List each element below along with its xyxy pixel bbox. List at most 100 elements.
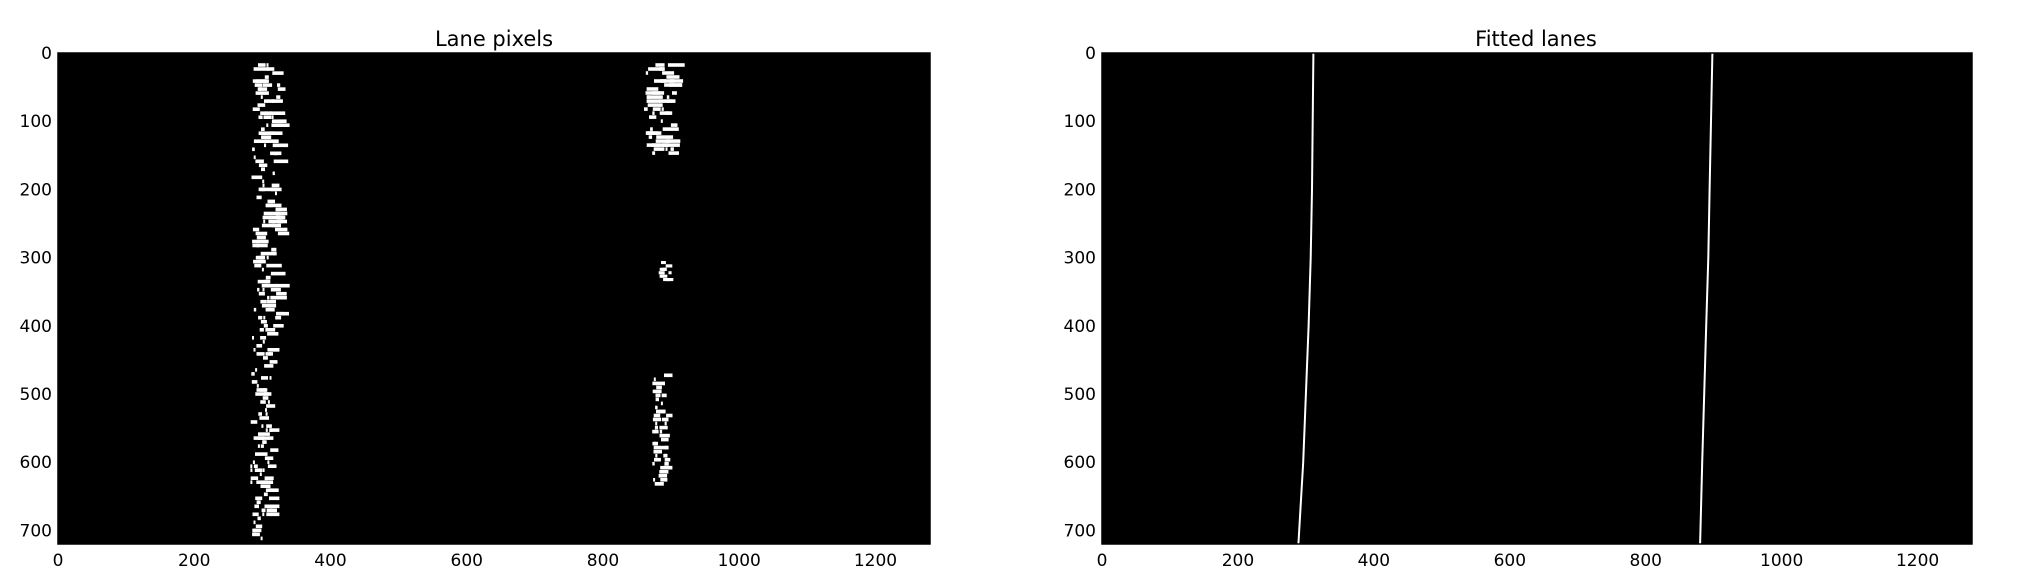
lane-pixel xyxy=(665,139,681,143)
lane-pixel xyxy=(668,271,672,275)
lane-pixel xyxy=(265,408,267,412)
lane-pixel xyxy=(262,83,273,87)
lane-pixel-blob-right-lane-upper xyxy=(644,63,685,155)
x-tick-label: 600 xyxy=(1494,551,1526,571)
lane-pixels-ticks: 0 200 400 600 800 1000 1200 0 100 200 300 400 500 600… xyxy=(20,44,898,571)
x-tick-label: 0 xyxy=(1097,551,1108,571)
lane-pixel xyxy=(261,424,264,428)
lane-pixel xyxy=(270,504,280,509)
lane-pixel xyxy=(666,95,670,99)
lane-pixel xyxy=(654,457,661,462)
lane-pixel xyxy=(262,396,269,400)
lane-pixel xyxy=(260,251,268,256)
lane-pixel xyxy=(669,79,684,83)
lane-pixel xyxy=(255,524,263,529)
lane-pixel xyxy=(253,139,271,143)
lane-pixel xyxy=(652,389,660,394)
lane-pixel xyxy=(659,274,664,278)
lane-pixel xyxy=(265,203,282,208)
lane-pixel xyxy=(264,279,269,284)
lane-pixel xyxy=(262,183,265,188)
lane-pixel xyxy=(264,111,273,115)
lane-pixel xyxy=(252,147,255,152)
lane-pixel xyxy=(262,468,265,472)
lane-pixel xyxy=(655,139,671,143)
lane-pixel xyxy=(656,135,674,139)
lane-pixel xyxy=(650,127,653,131)
lane-pixel xyxy=(252,532,260,537)
y-tick-label: 100 xyxy=(1064,112,1096,132)
lane-pixel xyxy=(271,115,274,119)
lane-pixel xyxy=(250,476,259,480)
lane-pixel xyxy=(270,295,287,300)
lane-pixel xyxy=(255,452,268,456)
x-tick-label: 600 xyxy=(451,551,483,571)
lane-pixels-marks xyxy=(250,63,685,541)
y-tick-label: 500 xyxy=(1064,385,1096,405)
lane-pixel xyxy=(646,87,659,91)
lane-pixel xyxy=(265,324,268,328)
lane-pixel xyxy=(275,215,286,220)
lane-pixel xyxy=(267,464,277,468)
lane-pixel xyxy=(260,444,264,448)
lane-pixel xyxy=(257,279,271,284)
lane-pixel xyxy=(263,211,281,216)
lane-pixel xyxy=(252,512,259,517)
lane-pixel xyxy=(253,155,256,160)
lane-pixel xyxy=(275,315,282,320)
y-tick-label: 200 xyxy=(1064,180,1096,200)
lane-pixel xyxy=(260,320,267,324)
lane-pixel xyxy=(653,478,656,482)
lane-pixel xyxy=(269,496,280,501)
y-tick-label: 200 xyxy=(20,180,52,200)
lane-pixels-title: Lane pixels xyxy=(435,27,553,51)
lane-pixel xyxy=(659,429,663,434)
lane-pixel xyxy=(261,167,265,172)
y-tick-label: 0 xyxy=(41,44,52,64)
lane-pixel xyxy=(269,376,272,380)
lane-pixel xyxy=(655,63,665,67)
lane-pixel xyxy=(267,99,275,103)
lane-pixel xyxy=(653,377,656,382)
lane-pixel xyxy=(252,239,269,244)
lane-pixel xyxy=(262,287,265,292)
lane-pixel xyxy=(655,482,664,486)
lane-pixel xyxy=(264,364,274,368)
lane-pixel xyxy=(253,528,256,533)
y-tick-label: 300 xyxy=(1064,249,1096,269)
lane-pixel xyxy=(274,151,279,156)
lane-pixel xyxy=(652,429,656,434)
y-tick-label: 100 xyxy=(20,112,52,132)
y-tick-label: 300 xyxy=(20,249,52,269)
lane-pixel xyxy=(262,512,265,517)
lane-pixel xyxy=(260,484,271,488)
lane-pixel xyxy=(273,324,284,328)
lane-pixel xyxy=(275,227,288,232)
lane-pixel xyxy=(258,115,263,119)
lane-pixel xyxy=(656,409,666,414)
lane-pixel xyxy=(272,171,275,176)
lane-pixel xyxy=(269,131,283,135)
lane-pixel xyxy=(261,127,265,131)
lane-pixel xyxy=(662,127,679,131)
lane-pixel xyxy=(268,488,272,492)
lane-pixel xyxy=(266,404,276,408)
lane-pixel xyxy=(648,67,665,71)
lane-pixel xyxy=(661,393,667,398)
lane-pixel xyxy=(257,516,261,521)
y-tick-label: 600 xyxy=(20,453,52,473)
lane-pixel xyxy=(256,500,261,505)
lane-pixel xyxy=(272,223,281,228)
lane-pixel xyxy=(258,163,268,168)
lane-pixel xyxy=(670,147,674,151)
lane-pixel xyxy=(644,107,648,111)
lane-pixel xyxy=(260,536,263,541)
lane-pixel xyxy=(276,291,287,296)
x-tick-label: 200 xyxy=(178,551,210,571)
lane-pixel xyxy=(655,421,658,426)
lane-pixel xyxy=(652,381,657,386)
lane-pixel xyxy=(660,79,675,83)
lane-pixel xyxy=(257,87,268,91)
x-tick-label: 800 xyxy=(587,551,619,571)
lane-pixel xyxy=(653,413,661,418)
